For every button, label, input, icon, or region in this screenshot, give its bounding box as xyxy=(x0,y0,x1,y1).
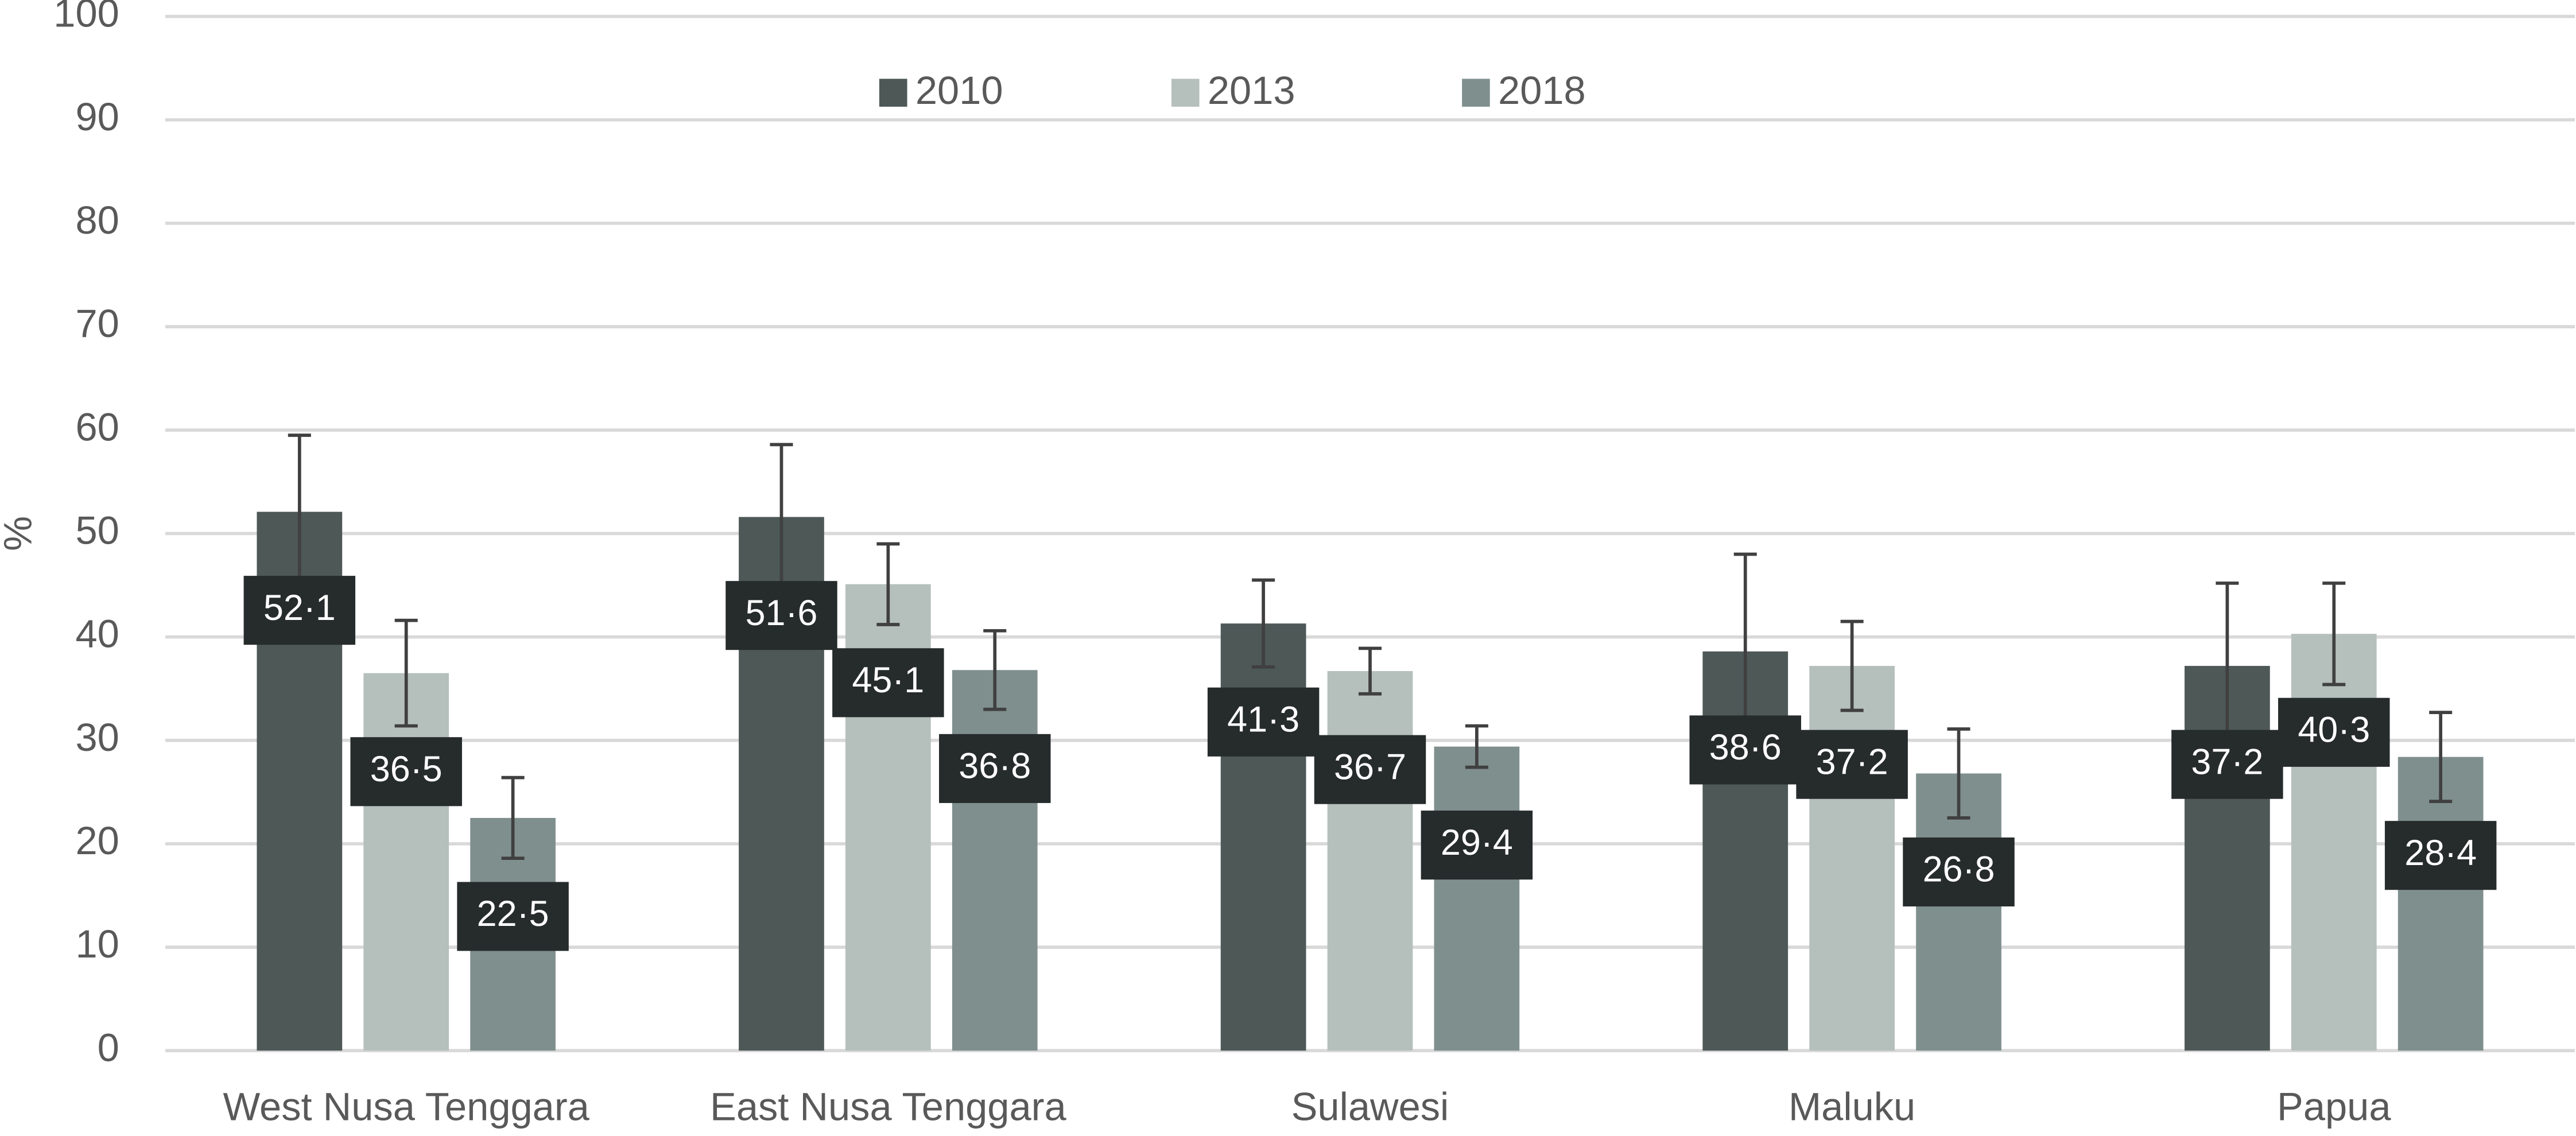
y-axis-label: % xyxy=(0,516,40,551)
value-label: 36·7 xyxy=(1334,747,1406,787)
bar xyxy=(952,670,1038,1051)
value-label-box xyxy=(243,576,356,645)
error-bar xyxy=(1840,619,1864,712)
value-label: 52·1 xyxy=(263,588,336,628)
error-bar xyxy=(394,618,418,728)
error-bar xyxy=(1947,727,1970,820)
legend-swatch xyxy=(1462,79,1490,107)
bar xyxy=(1916,773,2001,1051)
value-label-box xyxy=(1421,811,1533,880)
y-tick-label: 100 xyxy=(53,0,119,36)
x-tick-label: West Nusa Tenggara xyxy=(223,1084,590,1129)
legend-label: 2010 xyxy=(915,68,1003,113)
value-label-box xyxy=(1314,735,1426,804)
value-label-box xyxy=(2278,697,2390,767)
value-label: 41·3 xyxy=(1227,699,1299,739)
value-label-box xyxy=(350,737,462,807)
value-label: 40·3 xyxy=(2298,709,2370,750)
bar xyxy=(1809,666,1895,1051)
y-tick-label: 30 xyxy=(75,715,119,759)
value-label: 38·6 xyxy=(1709,727,1782,767)
error-bar xyxy=(983,629,1007,711)
value-label-box xyxy=(1796,730,1908,799)
value-label-box xyxy=(1903,837,2015,907)
value-label-box xyxy=(2171,730,2283,799)
value-label-box xyxy=(457,882,569,951)
y-tick-label: 80 xyxy=(75,198,119,242)
error-bar xyxy=(1252,578,1275,669)
value-label-box xyxy=(939,734,1051,803)
error-bar xyxy=(501,776,525,860)
value-label-box xyxy=(1207,687,1320,757)
y-tick-label: 50 xyxy=(75,509,119,553)
value-label: 37·2 xyxy=(2191,742,2263,782)
value-label: 36·8 xyxy=(959,746,1031,786)
x-tick-label: Papua xyxy=(2277,1084,2391,1129)
legend-swatch xyxy=(1171,79,1200,107)
y-tick-label: 20 xyxy=(75,819,119,863)
bar xyxy=(2291,634,2377,1051)
x-tick-label: Sulawesi xyxy=(1291,1084,1449,1129)
legend-label: 2018 xyxy=(1498,68,1586,113)
value-label: 37·2 xyxy=(1816,742,1888,782)
legend-label: 2013 xyxy=(1208,68,1295,113)
value-label: 45·1 xyxy=(852,660,924,700)
error-bar xyxy=(876,542,900,626)
error-bar xyxy=(1465,724,1488,769)
y-tick-label: 60 xyxy=(75,405,119,449)
bar xyxy=(363,673,449,1051)
y-tick-label: 0 xyxy=(98,1025,119,1069)
value-label-box xyxy=(832,648,944,718)
value-label-box xyxy=(2384,821,2497,890)
legend-swatch xyxy=(879,79,907,107)
bar xyxy=(1327,671,1413,1051)
x-tick-label: East Nusa Tenggara xyxy=(710,1084,1066,1129)
value-label: 29·4 xyxy=(1441,823,1513,863)
y-tick-label: 90 xyxy=(75,95,119,139)
error-bar xyxy=(2322,581,2346,687)
error-bar xyxy=(2429,711,2453,803)
bar xyxy=(1434,746,1520,1051)
value-label: 51·6 xyxy=(746,593,818,633)
bar xyxy=(2397,757,2484,1051)
value-label: 28·4 xyxy=(2404,833,2477,873)
value-label-box xyxy=(726,581,837,650)
y-tick-label: 70 xyxy=(75,301,119,346)
x-tick-label: Maluku xyxy=(1789,1084,1915,1129)
value-label: 36·5 xyxy=(370,749,443,789)
error-bar xyxy=(1358,646,1382,696)
value-label: 26·8 xyxy=(1923,850,1995,890)
value-label: 22·5 xyxy=(477,894,549,934)
y-tick-label: 10 xyxy=(75,922,119,966)
y-tick-label: 40 xyxy=(75,612,119,656)
value-label-box xyxy=(1689,715,1801,785)
